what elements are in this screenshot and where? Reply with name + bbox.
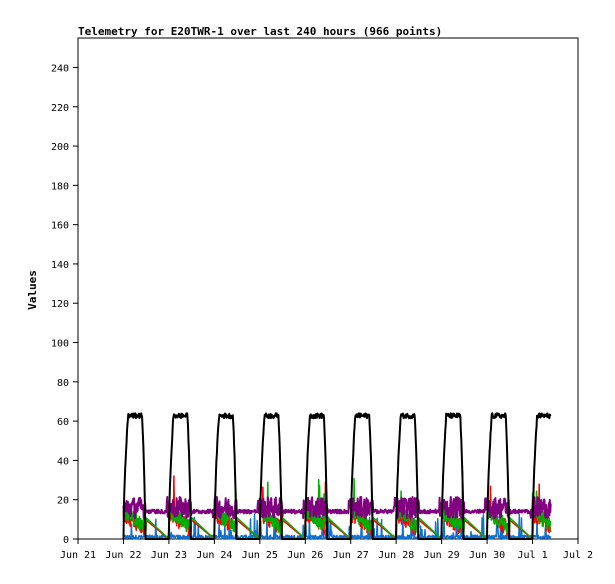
- chart-title: Telemetry for E20TWR-1 over last 240 hou…: [78, 25, 442, 38]
- y-tick-label: 180: [51, 181, 69, 192]
- y-tick-label: 0: [63, 535, 69, 546]
- x-tick-label: Jun 26: [287, 550, 323, 561]
- y-tick-label: 140: [51, 260, 69, 271]
- series-line-3: [122, 477, 552, 540]
- plot-area: [77, 37, 579, 540]
- x-tick-label: Jun 28: [378, 550, 414, 561]
- y-tick-label: 240: [51, 63, 69, 74]
- x-tick-label: Jun 30: [469, 550, 505, 561]
- x-tick-label: Jun 21: [60, 550, 96, 561]
- x-tick-label: Jun 22: [105, 550, 141, 561]
- series-line-1: [122, 412, 552, 540]
- series-layer: [122, 412, 552, 540]
- x-tick-label: Jun 24: [196, 550, 232, 561]
- x-tick-label: Jun 23: [151, 550, 187, 561]
- y-tick-label: 60: [57, 417, 69, 428]
- y-tick-label: 120: [51, 299, 69, 310]
- x-tick-label: Jul 1: [517, 550, 547, 561]
- series-line-2: [122, 496, 552, 520]
- y-tick-label: 200: [51, 142, 69, 153]
- x-tick-label: Jun 27: [333, 550, 369, 561]
- x-tick-label: Jul 2: [563, 550, 593, 561]
- y-tick-label: 160: [51, 221, 69, 232]
- y-axis-label: Values: [26, 270, 39, 310]
- y-tick-label: 220: [51, 103, 69, 114]
- y-axis: 0 20 40 60 80 100 120 140 160 180 200 220 240: [51, 63, 78, 546]
- x-axis: Jun 21 Jun 22 Jun 23 Jun 24 Jun 25 Jun 26 Jun …: [60, 539, 593, 561]
- y-tick-label: 40: [57, 456, 69, 467]
- x-tick-label: Jun 29: [424, 550, 460, 561]
- y-tick-label: 20: [57, 496, 69, 507]
- y-tick-label: 80: [57, 378, 69, 389]
- x-tick-label: Jun 25: [242, 550, 278, 561]
- y-tick-label: 100: [51, 339, 69, 350]
